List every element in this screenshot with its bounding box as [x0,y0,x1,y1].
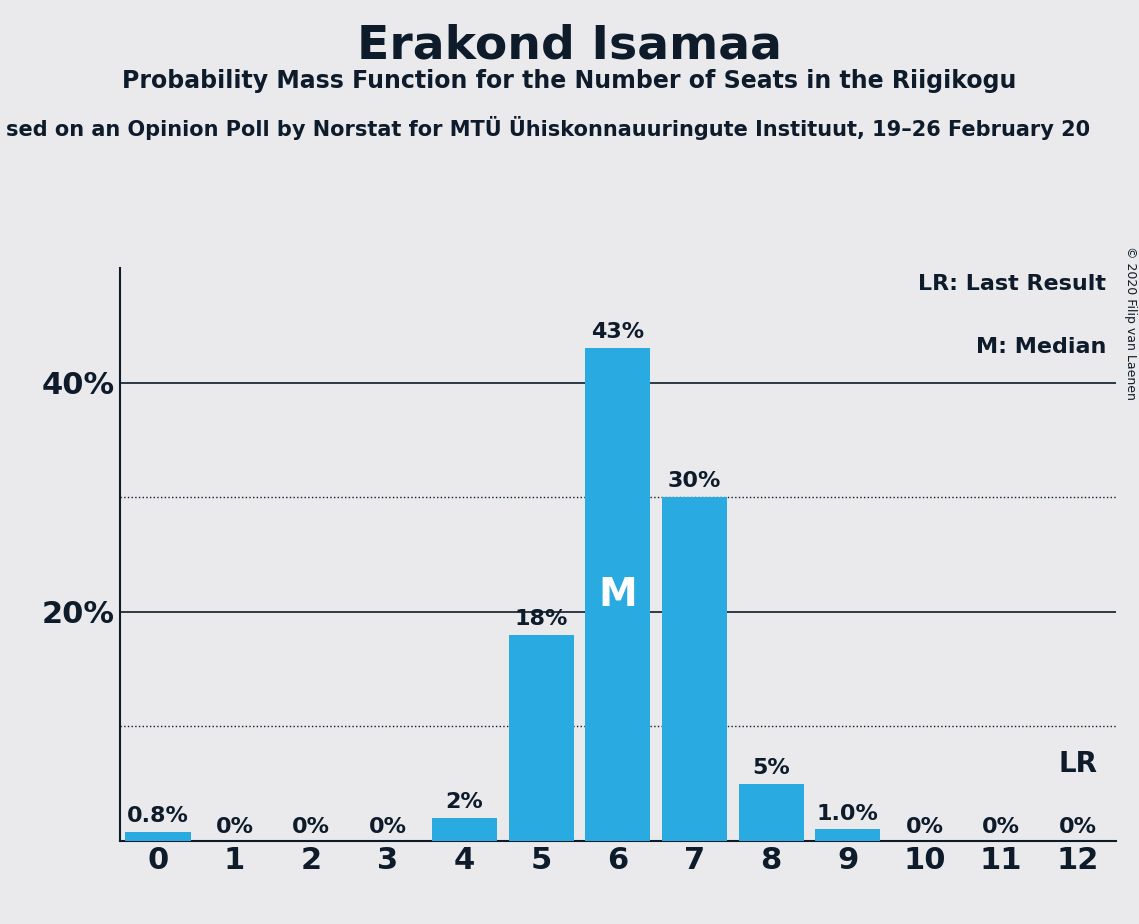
Text: Erakond Isamaa: Erakond Isamaa [357,23,782,68]
Bar [509,635,574,841]
Text: 0%: 0% [293,818,330,837]
Text: 18%: 18% [515,609,568,629]
Text: © 2020 Filip van Laenen: © 2020 Filip van Laenen [1124,247,1137,400]
Text: 0%: 0% [906,818,943,837]
Bar [432,818,497,841]
Text: Probability Mass Function for the Number of Seats in the Riigikogu: Probability Mass Function for the Number… [122,69,1017,93]
Bar [585,348,650,841]
Text: 0%: 0% [1059,818,1097,837]
Bar [125,832,190,841]
Text: 0%: 0% [369,818,407,837]
Bar [662,497,727,841]
Text: 1.0%: 1.0% [817,804,879,823]
Bar [739,784,804,841]
Text: LR: LR [1058,749,1097,778]
Text: 0.8%: 0.8% [126,806,189,826]
Text: sed on an Opinion Poll by Norstat for MTÜ Ühiskonnauuringute Instituut, 19–26 Fe: sed on an Opinion Poll by Norstat for MT… [6,116,1090,140]
Text: 2%: 2% [445,792,483,812]
Text: 0%: 0% [982,818,1021,837]
Text: 5%: 5% [753,758,790,778]
Text: 0%: 0% [215,818,254,837]
Text: M: Median: M: Median [976,336,1106,357]
Text: LR: Last Result: LR: Last Result [918,274,1106,294]
Text: M: M [598,576,638,614]
Bar [816,830,880,841]
Text: 43%: 43% [591,322,645,343]
Text: 30%: 30% [667,471,721,492]
